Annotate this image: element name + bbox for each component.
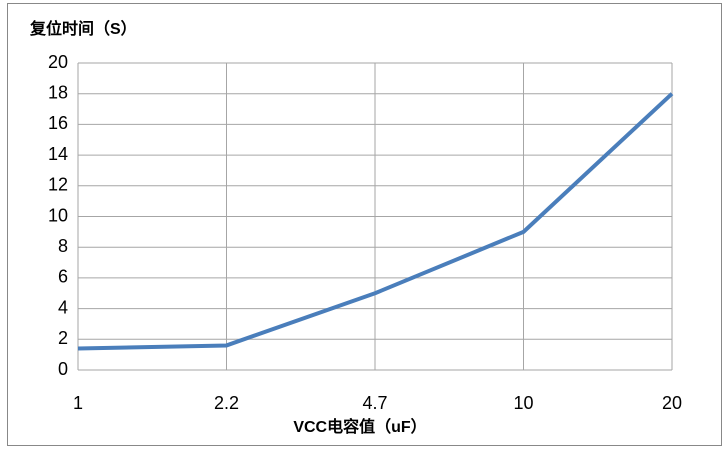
- y-tick-label: 0: [58, 359, 68, 379]
- y-tick-label: 20: [48, 52, 68, 72]
- y-tick-label: 6: [58, 267, 68, 287]
- y-tick-label: 10: [48, 205, 68, 225]
- x-axis-label: VCC电容值（uF）: [293, 417, 426, 436]
- data-line: [77, 92, 674, 351]
- x-tick-label: 2.2: [214, 393, 239, 413]
- y-tick-label: 4: [58, 297, 68, 317]
- y-axis-label: 复位时间（S）: [29, 19, 137, 38]
- y-tick-label: 16: [48, 113, 68, 133]
- y-tick-label: 2: [58, 328, 68, 348]
- y-tick-label: 18: [48, 82, 68, 102]
- chart-frame: [7, 3, 722, 446]
- x-tick-label: 10: [513, 393, 533, 413]
- y-tick-label: 12: [48, 175, 68, 195]
- y-tick-label: 14: [48, 144, 68, 164]
- x-tick-label: 1: [73, 393, 83, 413]
- x-tick-label: 20: [662, 393, 682, 413]
- x-tick-label: 4.7: [362, 393, 387, 413]
- y-tick-label: 8: [58, 236, 68, 256]
